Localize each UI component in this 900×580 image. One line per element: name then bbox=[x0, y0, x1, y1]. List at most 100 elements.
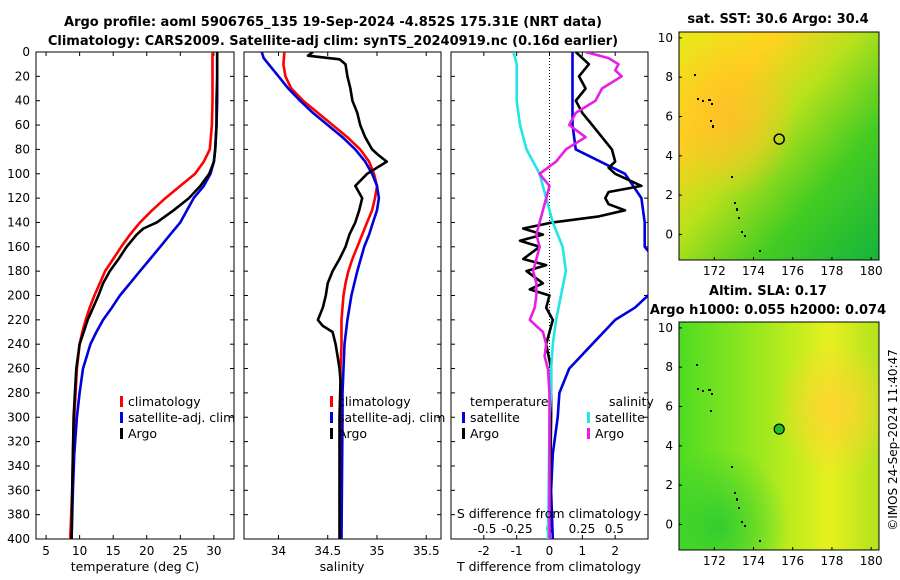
depth-tick-label: 100 bbox=[7, 167, 30, 181]
map-y-tick-label: 0 bbox=[665, 227, 673, 241]
map-y-tick-label: 4 bbox=[665, 149, 673, 163]
map-y-tick-label: 10 bbox=[658, 31, 673, 45]
depth-tick-label: 280 bbox=[7, 386, 30, 400]
sst-warm-patch bbox=[679, 32, 879, 260]
map-x-tick-label: 178 bbox=[820, 554, 843, 568]
salinity-legend: climatology satellite-adj. clim Argo bbox=[330, 394, 445, 441]
map-y-tick-label: 8 bbox=[665, 360, 673, 374]
x-tick-label: 1 bbox=[579, 544, 587, 558]
depth-tick-label: 80 bbox=[15, 142, 30, 156]
sla-float-position-marker bbox=[773, 423, 785, 435]
salinity-series bbox=[260, 52, 389, 539]
legend-swatch-climatology bbox=[120, 396, 123, 407]
depth-tick-label: 240 bbox=[7, 337, 30, 351]
figure-title-line1: Argo profile: aoml 5906765_135 19-Sep-20… bbox=[64, 15, 602, 30]
map-x-tick-label: 172 bbox=[703, 264, 726, 278]
x-tick-label: 34 bbox=[271, 544, 286, 558]
series-line-climatology bbox=[282, 52, 379, 539]
x-tick-label: 35 bbox=[369, 544, 384, 558]
legend-label-satellite: satellite-adj. clim bbox=[338, 410, 445, 425]
series-line-s-argo bbox=[528, 52, 624, 539]
x-tick-label: 34.5 bbox=[314, 544, 341, 558]
copyright-timestamp: ©IMOS 24-Sep-2024 11:40:47 bbox=[886, 349, 900, 531]
series-line-climatology bbox=[68, 52, 214, 539]
legend-swatch-argo bbox=[120, 428, 123, 439]
legend-label-climatology: climatology bbox=[338, 394, 411, 409]
depth-tick-label: 180 bbox=[7, 264, 30, 278]
map-y-tick-label: 6 bbox=[665, 400, 673, 414]
depth-tick-label: 60 bbox=[15, 118, 30, 132]
depth-tick-label: 220 bbox=[7, 313, 30, 327]
series-line-t-satellite bbox=[549, 52, 648, 539]
difference-series bbox=[512, 52, 648, 539]
depth-tick-label: 300 bbox=[7, 410, 30, 424]
legend-label-climatology: climatology bbox=[128, 394, 201, 409]
map-x-tick-label: 174 bbox=[742, 554, 765, 568]
x-tick-label: 15 bbox=[106, 544, 121, 558]
depth-tick-label: 140 bbox=[7, 215, 30, 229]
depth-tick-label: 160 bbox=[7, 240, 30, 254]
map-x-tick-label: 176 bbox=[781, 554, 804, 568]
s-difference-xlabel: S difference from climatology bbox=[457, 506, 642, 521]
x-tick-label: -2 bbox=[478, 544, 490, 558]
legend-label-t-satellite: satellite bbox=[470, 410, 520, 425]
series-line-argo bbox=[70, 52, 219, 539]
sst-map-frame bbox=[678, 31, 880, 261]
depth-tick-label: 20 bbox=[15, 69, 30, 83]
s-difference-tick-label: 0.25 bbox=[569, 522, 596, 536]
legend-swatch-s-satellite bbox=[587, 412, 590, 423]
map-y-tick-label: 8 bbox=[665, 70, 673, 84]
series-line-t-argo bbox=[518, 52, 643, 539]
temperature-xlabel: temperature (deg C) bbox=[71, 559, 200, 574]
x-tick-label: -1 bbox=[511, 544, 523, 558]
series-line-satellite-adj-clim bbox=[260, 52, 381, 539]
temperature-legend: climatology satellite-adj. clim Argo bbox=[120, 394, 235, 441]
depth-axis: 0 20 40 60 80 100 120 140 160 180 200 220 240 260 280 3… bbox=[7, 45, 30, 546]
legend-swatch-climatology bbox=[330, 396, 333, 407]
sla-map-title-line1: Altim. SLA: 0.17 bbox=[709, 284, 827, 299]
map-x-tick-label: 180 bbox=[860, 264, 883, 278]
x-tick-label: 10 bbox=[72, 544, 87, 558]
legend-title-temperature: temperature bbox=[470, 394, 549, 409]
depth-tick-label: 380 bbox=[7, 508, 30, 522]
x-tick-label: 20 bbox=[139, 544, 154, 558]
s-difference-tick-label: 0.5 bbox=[605, 522, 624, 536]
t-difference-xlabel: T difference from climatology bbox=[456, 559, 642, 574]
legend-label-s-argo: Argo bbox=[595, 426, 624, 441]
map-y-tick-label: 10 bbox=[658, 321, 673, 335]
sla-low-patch bbox=[679, 322, 879, 550]
difference-legend: temperature satellite Argo salinity sate… bbox=[462, 394, 654, 441]
x-tick-label: 35.5 bbox=[413, 544, 440, 558]
depth-tick-label: 260 bbox=[7, 362, 30, 376]
temperature-series bbox=[68, 52, 219, 539]
sla-map-title-line2: Argo h1000: 0.055 h2000: 0.074 bbox=[650, 303, 886, 318]
depth-tick-label: 340 bbox=[7, 459, 30, 473]
sst-float-position-marker bbox=[773, 133, 785, 145]
series-line-s-satellite bbox=[512, 52, 568, 539]
x-tick-label: 5 bbox=[42, 544, 50, 558]
depth-tick-label: 320 bbox=[7, 435, 30, 449]
map-x-tick-label: 180 bbox=[860, 554, 883, 568]
legend-label-s-satellite: satellite bbox=[595, 410, 645, 425]
sla-map-frame bbox=[678, 321, 880, 551]
sst-map-ticks: 172 174 176 178 180 0 2 4 6 8 10 bbox=[658, 31, 883, 278]
legend-label-argo: Argo bbox=[128, 426, 157, 441]
depth-tick-label: 200 bbox=[7, 289, 30, 303]
salinity-xlabel: salinity bbox=[320, 559, 365, 574]
map-y-tick-label: 6 bbox=[665, 110, 673, 124]
legend-label-argo: Argo bbox=[338, 426, 367, 441]
map-x-tick-label: 178 bbox=[820, 264, 843, 278]
sla-map-panel: Altim. SLA: 0.17 Argo h1000: 0.055 h2000… bbox=[650, 284, 886, 568]
sst-map-title: sat. SST: 30.6 Argo: 30.4 bbox=[687, 12, 868, 27]
depth-tick-label: 0 bbox=[22, 45, 30, 59]
sst-islands bbox=[694, 74, 761, 252]
legend-swatch-satellite bbox=[120, 412, 123, 423]
s-difference-tick-label: -0.25 bbox=[502, 522, 533, 536]
salinity-ticks: 34 34.5 35 35.5 bbox=[244, 51, 441, 558]
map-x-tick-label: 176 bbox=[781, 264, 804, 278]
map-x-tick-label: 172 bbox=[703, 554, 726, 568]
map-y-tick-label: 4 bbox=[665, 439, 673, 453]
figure-title-line2: Climatology: CARS2009. Satellite-adj cli… bbox=[48, 34, 618, 49]
x-tick-label: 2 bbox=[611, 544, 619, 558]
